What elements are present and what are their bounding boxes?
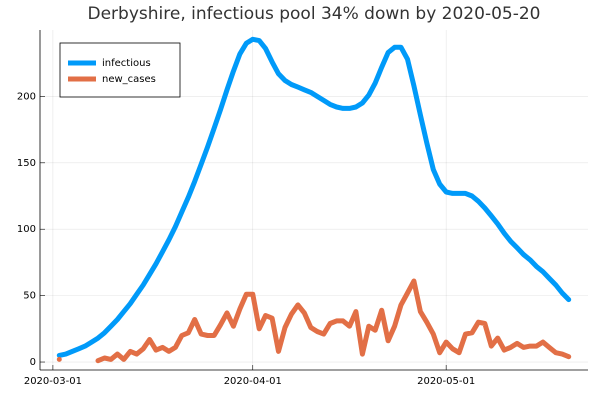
legend-box bbox=[59, 42, 181, 98]
y-tick-label: 100 bbox=[17, 224, 36, 235]
y-tick-label: 50 bbox=[23, 291, 36, 302]
x-tick-label: 2020-04-01 bbox=[224, 376, 282, 387]
line-series bbox=[56, 36, 572, 358]
x-tick-label: 2020-05-01 bbox=[417, 376, 475, 387]
chart-title: Derbyshire, infectious pool 34% down by … bbox=[88, 4, 541, 24]
y-tick-label: 200 bbox=[17, 91, 36, 102]
x-tick-label: 2020-03-01 bbox=[24, 376, 82, 387]
legend-label: infectious bbox=[102, 58, 151, 69]
y-tick-label: 0 bbox=[30, 357, 36, 368]
line-series bbox=[56, 278, 572, 364]
y-tick-label: 150 bbox=[17, 158, 36, 169]
legend-label: new_cases bbox=[102, 74, 156, 85]
